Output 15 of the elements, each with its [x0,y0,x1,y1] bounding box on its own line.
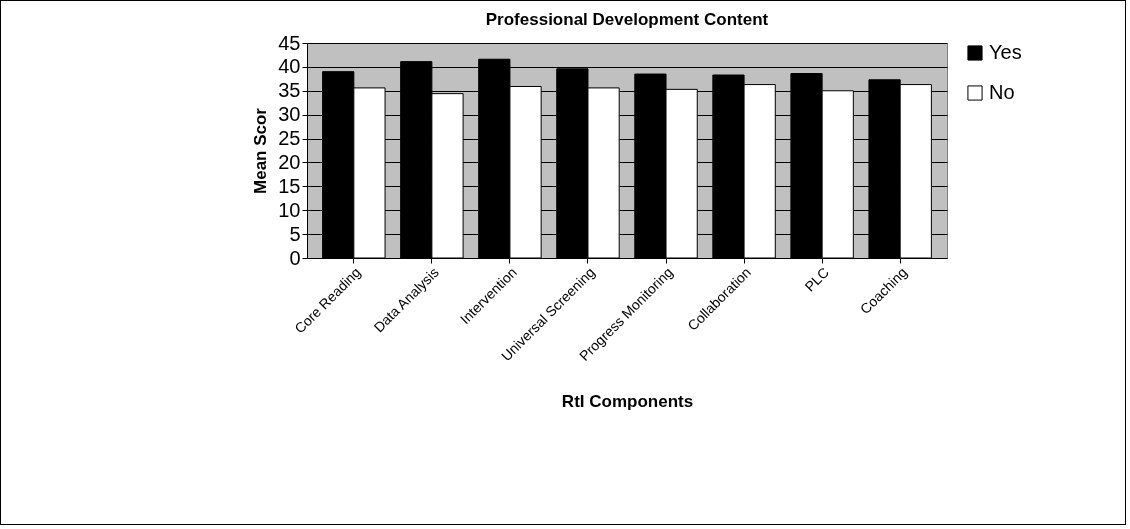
y-axis-title: Mean Scor [251,107,271,194]
y-tick-label: 45 [278,31,301,54]
y-tick-label: 5 [289,222,301,245]
y-tick-label: 35 [278,79,301,102]
legend-label: Yes [989,41,1022,63]
y-tick-label: 20 [278,150,301,173]
y-tick-label: 15 [278,174,301,197]
x-axis-title: RtI Components [561,391,694,411]
legend-label: No [989,81,1015,103]
chart-title: Professional Development Content [485,10,769,29]
y-tick-label: 30 [278,103,301,126]
y-tick-label: 0 [289,246,301,269]
y-tick-label: 40 [278,55,301,78]
y-tick-label: 25 [278,127,301,150]
y-tick-label: 10 [278,198,301,221]
